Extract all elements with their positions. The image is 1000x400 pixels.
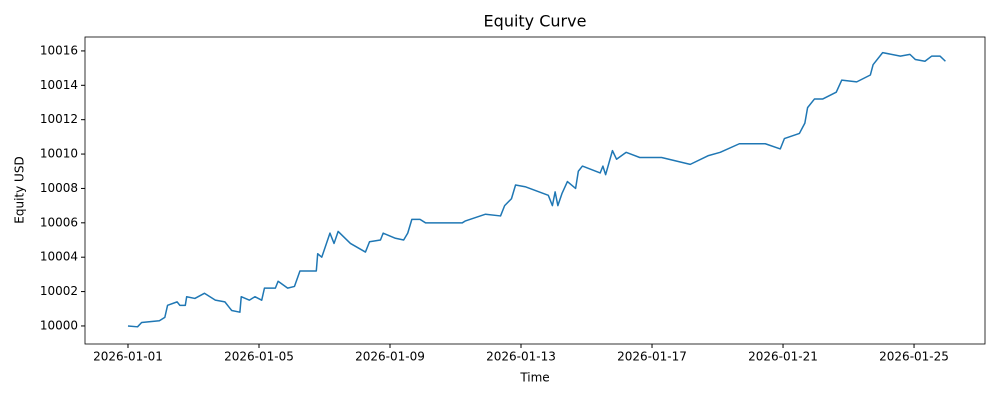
x-tick-label: 2026-01-13 — [486, 350, 556, 364]
y-tick-label: 10004 — [40, 250, 78, 264]
y-tick-label: 10012 — [40, 112, 78, 126]
x-tick-label: 2026-01-25 — [879, 350, 949, 364]
y-tick-label: 10006 — [40, 215, 78, 229]
chart-title: Equity Curve — [484, 12, 587, 31]
y-axis-label: Equity USD — [13, 156, 27, 223]
equity-line — [127, 51, 946, 328]
y-tick-label: 10002 — [40, 284, 78, 298]
plot-frame — [84, 36, 986, 345]
x-tick-label: 2026-01-17 — [617, 350, 687, 364]
y-tick-label: 10014 — [40, 78, 78, 92]
x-tick-label: 2026-01-21 — [748, 350, 818, 364]
y-tick-label: 10000 — [40, 318, 78, 332]
x-tick-label: 2026-01-01 — [93, 350, 163, 364]
y-tick-label: 10010 — [40, 147, 78, 161]
y-tick-label: 10016 — [40, 43, 78, 57]
x-tick-label: 2026-01-05 — [224, 350, 294, 364]
x-tick-label: 2026-01-09 — [355, 350, 425, 364]
y-tick-label: 10008 — [40, 181, 78, 195]
x-axis-label: Time — [519, 371, 549, 385]
